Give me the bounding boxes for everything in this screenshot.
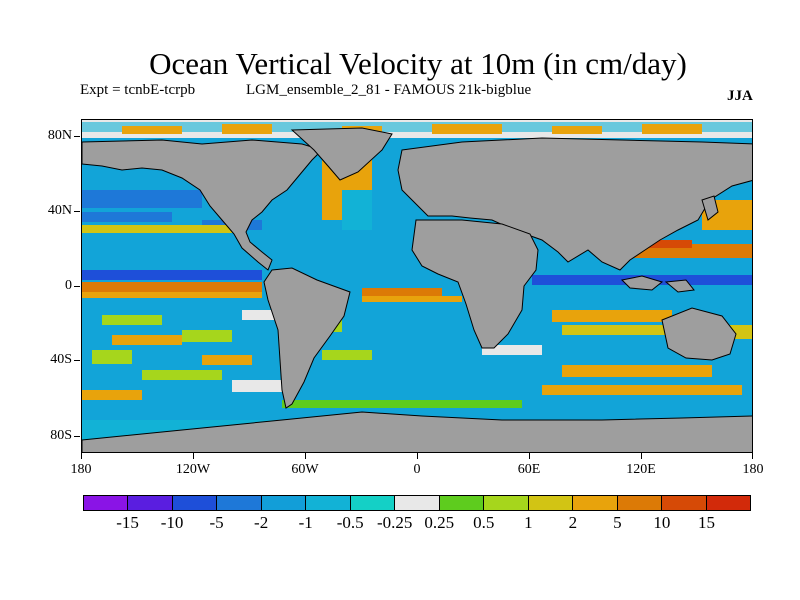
lon-label-120w: 120W (175, 462, 211, 477)
lon-label-120e: 120E (626, 462, 656, 477)
colorbar-swatch (528, 496, 574, 510)
south-america (263, 267, 351, 409)
colorbar-swatch (84, 496, 129, 510)
colorbar-label: 1 (524, 513, 533, 532)
colorbar-label: -1 (298, 513, 313, 532)
lat-tick (74, 360, 80, 361)
colorbar-label: 10 (653, 513, 671, 532)
colorbar-label: 0.25 (424, 513, 455, 532)
colorbar-swatch (350, 496, 396, 510)
run-label: LGM_ensemble_2_81 - FAMOUS 21k-bigblue (246, 82, 532, 98)
lon-tick (417, 453, 418, 459)
colorbar-swatch (128, 496, 173, 510)
plot-title: Ocean Vertical Velocity at 10m (in cm/da… (149, 46, 687, 81)
lon-label-60e: 60E (517, 462, 541, 477)
colorbar-label: 15 (697, 513, 715, 532)
colorbar-label: -0.25 (377, 513, 413, 532)
season-label: JJA (727, 88, 753, 104)
lat-tick (74, 136, 80, 137)
lon-label-0: 0 (413, 462, 421, 477)
australia (661, 307, 737, 361)
lon-label-60w: 60W (291, 462, 319, 477)
colorbar-swatch (617, 496, 663, 510)
colorbar-label: 0.5 (473, 513, 495, 532)
colorbar-label: -5 (209, 513, 224, 532)
lon-label-180w: 180 (70, 462, 92, 477)
colorbar-swatch (662, 496, 707, 510)
land-masses (82, 127, 752, 452)
colorbar-swatch (484, 496, 529, 510)
antarctica (82, 411, 752, 452)
experiment-label: Expt = tcnbE-tcrpb (80, 82, 196, 98)
lat-label-40n: 40N (47, 203, 72, 218)
lon-tick (529, 453, 530, 459)
colorbar-swatch (706, 496, 751, 510)
colorbar-swatch (261, 496, 307, 510)
lon-tick (193, 453, 194, 459)
colorbar-label: -2 (254, 513, 269, 532)
lat-tick (74, 286, 80, 287)
indonesia (620, 275, 695, 293)
colorbar-label: -15 (116, 513, 139, 532)
colorbar-swatch (395, 496, 440, 510)
lon-tick (641, 453, 642, 459)
colorbar-label: 5 (613, 513, 622, 532)
lat-label-80n: 80N (47, 128, 72, 143)
greenland (290, 127, 393, 181)
lat-label-0: 0 (65, 278, 72, 293)
map-svg (82, 120, 752, 452)
eurasia (397, 137, 752, 271)
colorbar-label: 2 (568, 513, 578, 532)
map-panel (81, 119, 753, 453)
colorbar-swatch (172, 496, 218, 510)
lon-tick (305, 453, 306, 459)
japan (701, 195, 719, 221)
colorbar (83, 495, 751, 511)
lat-label-40s: 40S (50, 352, 72, 367)
lat-tick (74, 436, 80, 437)
lon-label-180e: 180 (742, 462, 764, 477)
colorbar-label: -10 (160, 513, 184, 532)
colorbar-swatch (306, 496, 351, 510)
colorbar-swatch (439, 496, 485, 510)
lon-tick (752, 453, 753, 459)
africa (411, 219, 539, 349)
lon-tick (81, 453, 82, 459)
colorbar-swatch (217, 496, 262, 510)
colorbar-label: -0.5 (336, 513, 364, 532)
lat-tick (74, 211, 80, 212)
lat-label-80s: 80S (50, 428, 72, 443)
colorbar-swatch (573, 496, 618, 510)
